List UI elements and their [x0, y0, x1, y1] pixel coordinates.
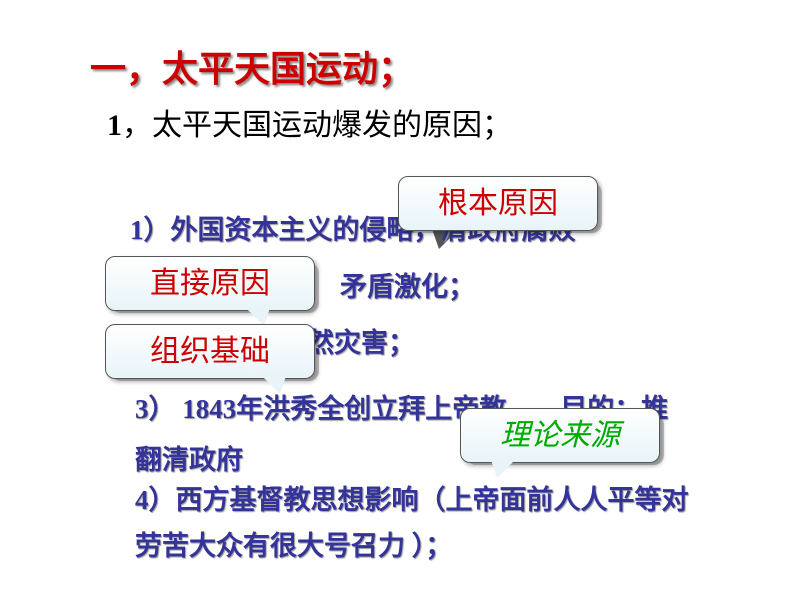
point-2-continuation: 矛盾激化；	[340, 265, 475, 304]
callout-org-basis: 组织基础	[105, 324, 315, 379]
callout-root-cause: 根本原因	[398, 176, 598, 231]
subtitle-text: ，太平天国运动爆发的原因；	[122, 109, 512, 142]
point-4: 4）西方基督教思想影响（上帝面前人人平等对劳苦大众有很大号召力 ）；	[135, 478, 695, 570]
main-title: 一，太平天国运动；	[90, 40, 414, 92]
callout-direct-cause: 直接原因	[105, 256, 315, 311]
subtitle: 1，太平天国运动爆发的原因；	[107, 100, 512, 144]
subtitle-number: 1	[107, 109, 122, 142]
callout-theory-source: 理论来源	[460, 408, 660, 463]
